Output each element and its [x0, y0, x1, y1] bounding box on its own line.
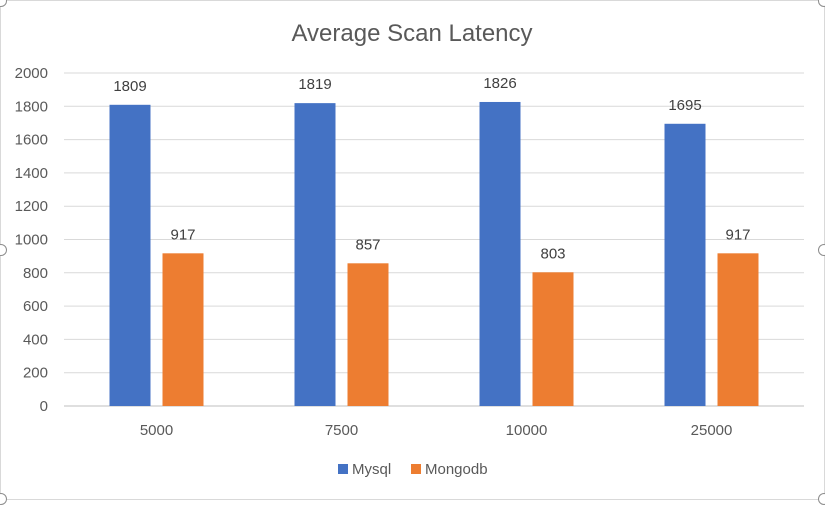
y-tick-label: 600 — [23, 298, 48, 315]
bar-mysql-5000 — [109, 104, 151, 406]
data-label: 803 — [540, 245, 565, 262]
chart-title: Average Scan Latency — [291, 20, 532, 47]
bar-mongodb-25000 — [717, 253, 759, 406]
legend-label-mysql[interactable]: Mysql — [352, 461, 391, 478]
x-tick-label: 10000 — [506, 422, 548, 439]
y-tick-label: 1800 — [15, 98, 48, 115]
resize-handle-bottom-left[interactable] — [0, 493, 7, 505]
legend-label-mongodb[interactable]: Mongodb — [425, 461, 488, 478]
resize-handle-bottom-right[interactable] — [818, 493, 825, 505]
y-tick-label: 400 — [23, 331, 48, 348]
y-tick-label: 1600 — [15, 132, 48, 149]
resize-handle-middle-right[interactable] — [818, 244, 825, 256]
legend[interactable]: Mysql Mongodb — [338, 461, 488, 478]
data-label: 917 — [725, 226, 750, 243]
bar-mongodb-5000 — [162, 253, 204, 406]
x-axis-tick-labels: 5000 7500 10000 25000 — [140, 422, 733, 439]
x-tick-label: 25000 — [691, 422, 733, 439]
y-tick-label: 1000 — [15, 232, 48, 249]
data-label: 857 — [355, 236, 380, 253]
x-tick-label: 5000 — [140, 422, 173, 439]
y-tick-label: 1400 — [15, 165, 48, 182]
x-tick-label: 7500 — [325, 422, 358, 439]
data-label: 1695 — [668, 97, 701, 114]
bar-mongodb-7500 — [347, 263, 389, 406]
bar-mysql-25000 — [664, 123, 706, 406]
data-label: 1809 — [113, 78, 146, 95]
data-label: 1819 — [298, 76, 331, 93]
data-labels: 1809 917 1819 857 1826 803 1695 917 — [113, 75, 750, 262]
bar-mysql-7500 — [294, 103, 336, 406]
y-tick-label: 0 — [40, 398, 48, 415]
y-axis-tick-labels: 0 200 400 600 800 1000 1200 1400 1600 1800 2000 — [15, 65, 48, 415]
y-tick-label: 2000 — [15, 65, 48, 82]
data-label: 1826 — [483, 75, 516, 92]
data-label: 917 — [170, 226, 195, 243]
legend-swatch-mysql — [338, 464, 348, 474]
legend-swatch-mongodb — [411, 464, 421, 474]
y-tick-label: 1200 — [15, 198, 48, 215]
bar-mysql-10000 — [479, 101, 521, 406]
bars — [109, 101, 759, 406]
y-tick-label: 200 — [23, 365, 48, 382]
y-tick-label: 800 — [23, 265, 48, 282]
bar-mongodb-10000 — [532, 272, 574, 406]
resize-handle-top-right[interactable] — [818, 0, 825, 7]
